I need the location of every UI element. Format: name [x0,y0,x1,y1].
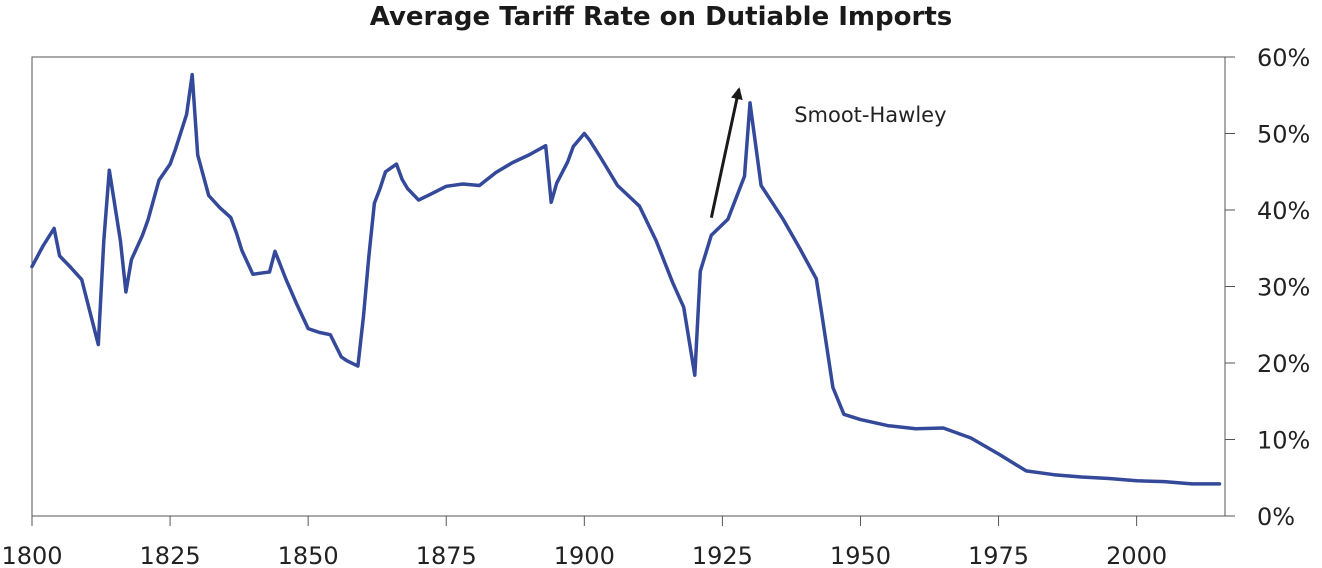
x-tick-label: 1800 [1,542,62,568]
y-tick-label: 10% [1257,427,1310,455]
series-layer [30,72,1222,486]
y-tick-label: 40% [1257,197,1310,225]
annotation-layer: Smoot-Hawley [709,87,947,218]
x-tick-label: 1925 [692,542,753,568]
y-axis: 0% 10% 20% 30% 40% 50% 60% [1225,44,1310,531]
y-tick-label: 0% [1257,503,1295,531]
annotation-arrow [709,87,743,218]
y-tick-label: 20% [1257,350,1310,378]
x-tick-label: 1850 [278,542,339,568]
x-tick-label: 1900 [554,542,615,568]
series-line-tariff-rate [30,72,1222,486]
y-tick-label: 60% [1257,44,1310,72]
plot-frame [31,56,1226,517]
annotation-label: Smoot-Hawley [794,103,946,127]
x-tick-label: 2000 [1106,542,1167,568]
y-tick-label: 50% [1257,121,1310,149]
chart-title: Average Tariff Rate on Dutiable Imports [370,2,952,32]
x-tick-label: 1950 [830,542,891,568]
x-tick-label: 1975 [968,542,1029,568]
x-tick-label: 1825 [140,542,201,568]
x-tick-label: 1875 [416,542,477,568]
x-axis: 1800 1825 1850 1875 1900 1925 1950 1975 2000 [1,516,1167,568]
y-tick-label: 30% [1257,274,1310,302]
